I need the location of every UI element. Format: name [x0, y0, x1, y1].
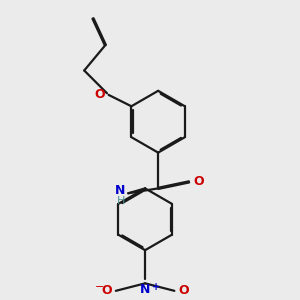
Text: H: H — [117, 196, 126, 206]
Text: O: O — [178, 284, 189, 297]
Text: +: + — [152, 282, 160, 292]
Text: O: O — [193, 176, 204, 188]
Text: N: N — [140, 283, 150, 296]
Text: N: N — [115, 184, 126, 196]
Text: O: O — [101, 284, 112, 297]
Text: O: O — [94, 88, 105, 101]
Text: −: − — [95, 282, 104, 292]
